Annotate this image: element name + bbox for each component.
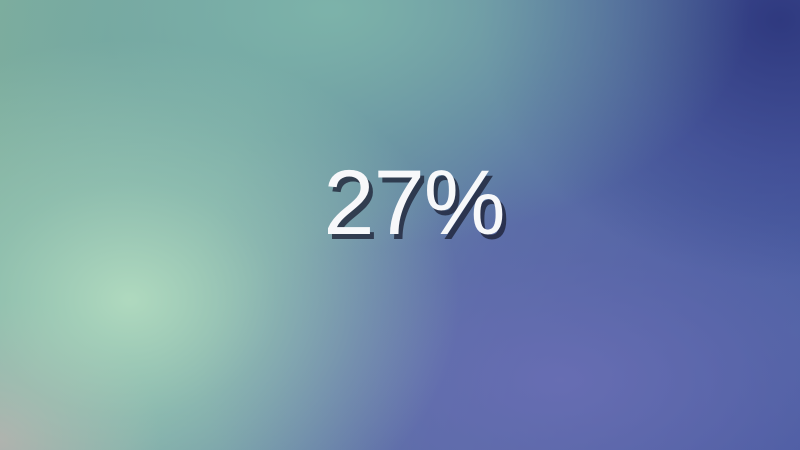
progress-percentage-label: 27% xyxy=(323,152,505,254)
